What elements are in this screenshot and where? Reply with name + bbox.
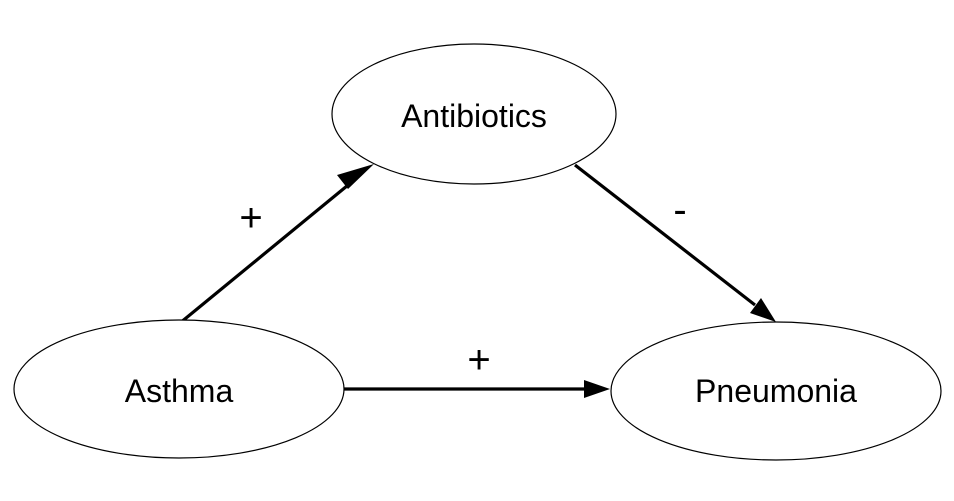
node-ellipse-antibiotics <box>331 43 617 185</box>
edge-asthma-pneumonia: + <box>344 338 610 398</box>
arrowhead-pneumonia-left <box>584 380 610 398</box>
node-ellipse-asthma <box>13 319 345 459</box>
node-label-pneumonia: Pneumonia <box>695 373 857 409</box>
node-label-asthma: Asthma <box>125 373 234 409</box>
edge-line-asthma-antibiotics <box>178 179 355 325</box>
node-asthma: Asthma <box>13 319 345 459</box>
edge-sign-asthma-antibiotics: + <box>239 196 262 240</box>
arrowhead-pneumonia-top <box>750 298 776 322</box>
edge-line-antibiotics-pneumonia <box>574 163 756 307</box>
edge-sign-asthma-pneumonia: + <box>467 338 490 382</box>
node-label-antibiotics: Antibiotics <box>401 98 547 134</box>
edge-antibiotics-pneumonia: - <box>574 163 776 322</box>
node-antibiotics: Antibiotics <box>331 43 617 185</box>
edge-sign-antibiotics-pneumonia: - <box>673 188 686 232</box>
node-pneumonia: Pneumonia <box>610 321 942 461</box>
arrowhead-antibiotics <box>337 164 374 189</box>
edge-asthma-antibiotics: + <box>178 164 374 325</box>
node-ellipse-pneumonia <box>610 321 942 461</box>
